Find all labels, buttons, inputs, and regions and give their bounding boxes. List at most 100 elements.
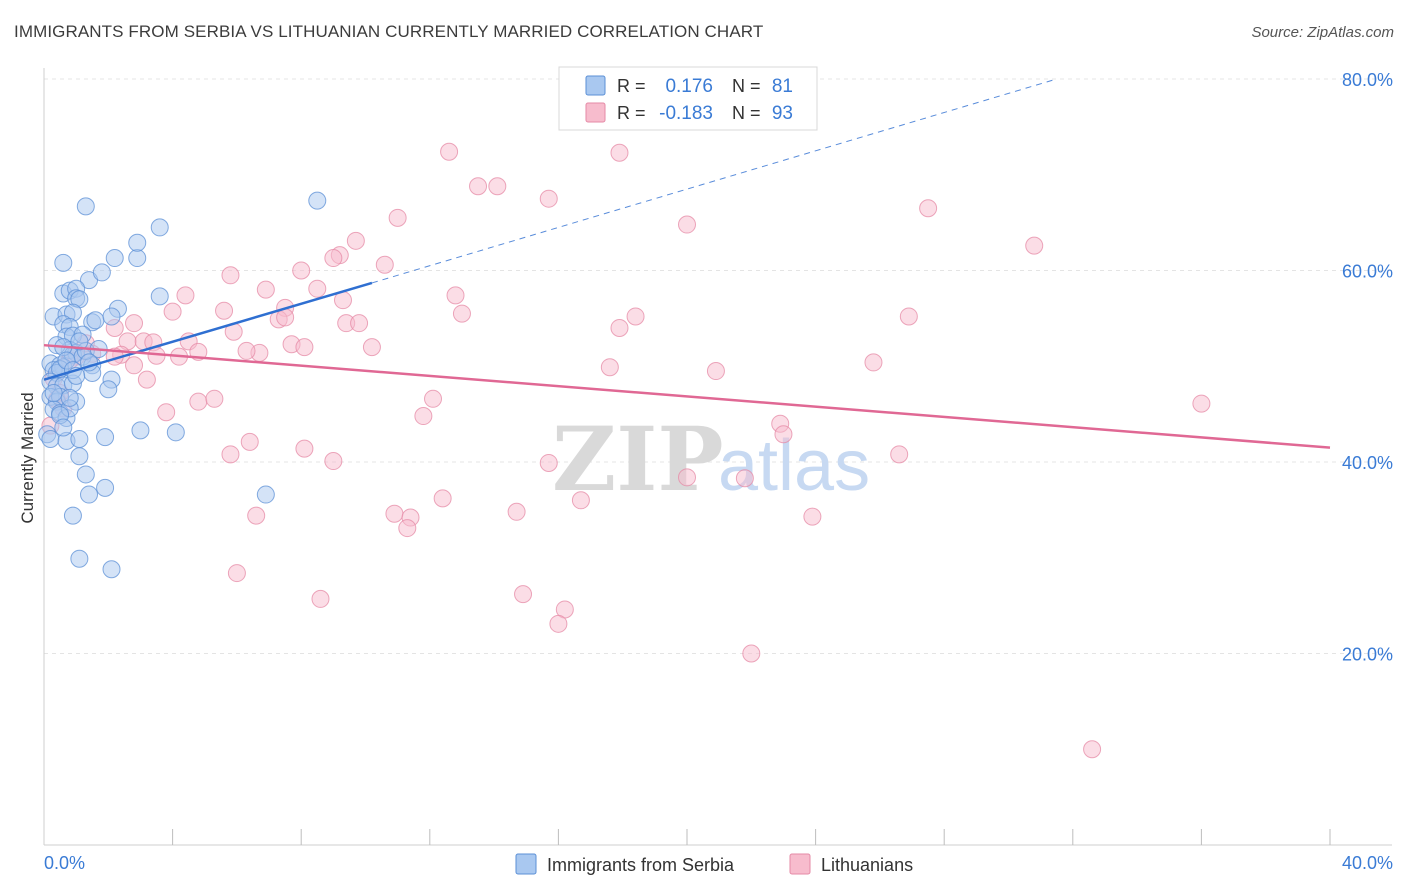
lith-point-32 [610,318,629,337]
serbia-point-62 [80,485,99,504]
bottom-legend-label-lith: Lithuanians [821,855,913,875]
correlation-legend: R = 0.176 N = 81 R = -0.183 N = 93 [558,66,818,131]
lith-point-55 [205,389,224,408]
trend-lines [43,78,1331,449]
lith-point-77 [571,491,590,510]
lith-point-27 [452,304,471,323]
lith-point-80 [507,502,526,521]
lith-point-73 [539,453,558,472]
lith-point-13 [292,261,311,280]
legend-r-value-serbia: 0.176 [665,76,713,97]
serbia-point-3 [92,263,111,282]
lith-point-89 [742,644,761,663]
serbia-point-58 [166,423,185,442]
lith-point-16 [308,279,327,298]
serbia-point-57 [131,421,150,440]
lith-point-90 [1083,740,1102,759]
lith-point-81 [803,507,822,526]
serbia-point-63 [256,485,275,504]
lith-point-88 [549,614,568,633]
serbia-point-1 [54,253,73,272]
watermark-atlas: atlas [718,426,870,506]
lith-point-86 [514,585,533,604]
lith-point-56 [157,403,176,422]
serbia-point-6 [128,233,147,252]
lith-point-85 [311,589,330,608]
series-legend: Immigrants from Serbia Lithuanians [515,853,913,875]
lith-point-29 [899,307,918,326]
source-label: Source: ZipAtlas.com [1251,24,1394,41]
serbia-point-74 [44,384,63,403]
lith-point-11 [324,249,343,268]
lith-point-74 [678,468,696,487]
bottom-legend-swatch-serbia [515,853,537,875]
lith-point-72 [890,445,909,464]
lith-point-71 [221,445,240,464]
lith-point-26 [350,314,369,333]
lith-point-21 [163,302,182,321]
serbia-point-60 [76,465,95,484]
legend-r-label-lith: R = [617,103,646,123]
lith-point-70 [324,452,343,471]
lith-point-3 [488,177,507,196]
legend-n-label-lith: N = [732,103,761,123]
serbia-point-75 [60,388,79,407]
lith-point-68 [240,432,259,451]
lith-point-15 [256,280,275,299]
serbia-point-21 [86,311,105,330]
lith-point-28 [626,307,645,326]
bottom-legend-label-serbia: Immigrants from Serbia [547,855,735,875]
serbia-point-43 [99,380,118,399]
y-tick-label-60: 60.0% [1342,262,1393,282]
lith-point-38 [362,338,381,357]
serbia-point-61 [96,478,115,497]
y-axis-label: Currently Married [18,392,37,523]
lith-point-39 [295,338,314,357]
lith-point-0 [440,142,459,161]
lith-point-78 [385,504,404,523]
lith-point-49 [706,362,725,381]
legend-swatch-lith [585,102,606,123]
lith-point-1 [610,143,629,162]
lith-point-5 [388,208,407,227]
lith-point-12 [375,255,394,274]
tick-labels: 20.0% 40.0% 60.0% 80.0% 0.0% 40.0% [44,70,1393,873]
lith-point-7 [919,199,938,218]
lith-point-51 [137,370,156,389]
lith-point-50 [864,353,883,372]
serbia-trend-extension [371,78,1057,284]
watermark: ZIP atlas [552,407,870,511]
serbia-point-7 [150,218,169,237]
serbia-point-14 [150,287,169,306]
lith-point-8 [1025,236,1044,255]
chart-title: IMMIGRANTS FROM SERBIA VS LITHUANIAN CUR… [14,22,764,41]
lith-point-69 [295,439,314,458]
serbia-points [38,191,327,579]
lith-point-52 [424,389,443,408]
lith-point-84 [227,564,246,583]
lith-point-75 [735,469,754,488]
lith-point-48 [600,358,619,377]
lith-point-46 [125,356,144,375]
y-tick-label-20: 20.0% [1342,645,1393,665]
axes [43,68,1392,846]
gridlines [44,78,1392,654]
legend-r-value-lith: -0.183 [659,103,713,124]
serbia-point-64 [63,506,82,525]
legend-r-label-serbia: R = [617,76,646,96]
serbia-point-0 [76,197,95,216]
lith-point-76 [433,489,452,508]
serbia-point-5 [128,249,147,268]
lith-point-54 [189,392,208,411]
serbia-point-59 [70,447,89,466]
serbia-point-67 [308,191,327,210]
serbia-point-22 [102,307,121,326]
lith-point-2 [469,177,488,196]
lith-point-4 [539,189,558,208]
lith-point-83 [247,506,266,525]
x-tick-label-0: 0.0% [44,853,85,873]
lith-point-57 [414,407,433,426]
lith-point-9 [346,231,365,250]
lith-point-17 [176,286,195,305]
